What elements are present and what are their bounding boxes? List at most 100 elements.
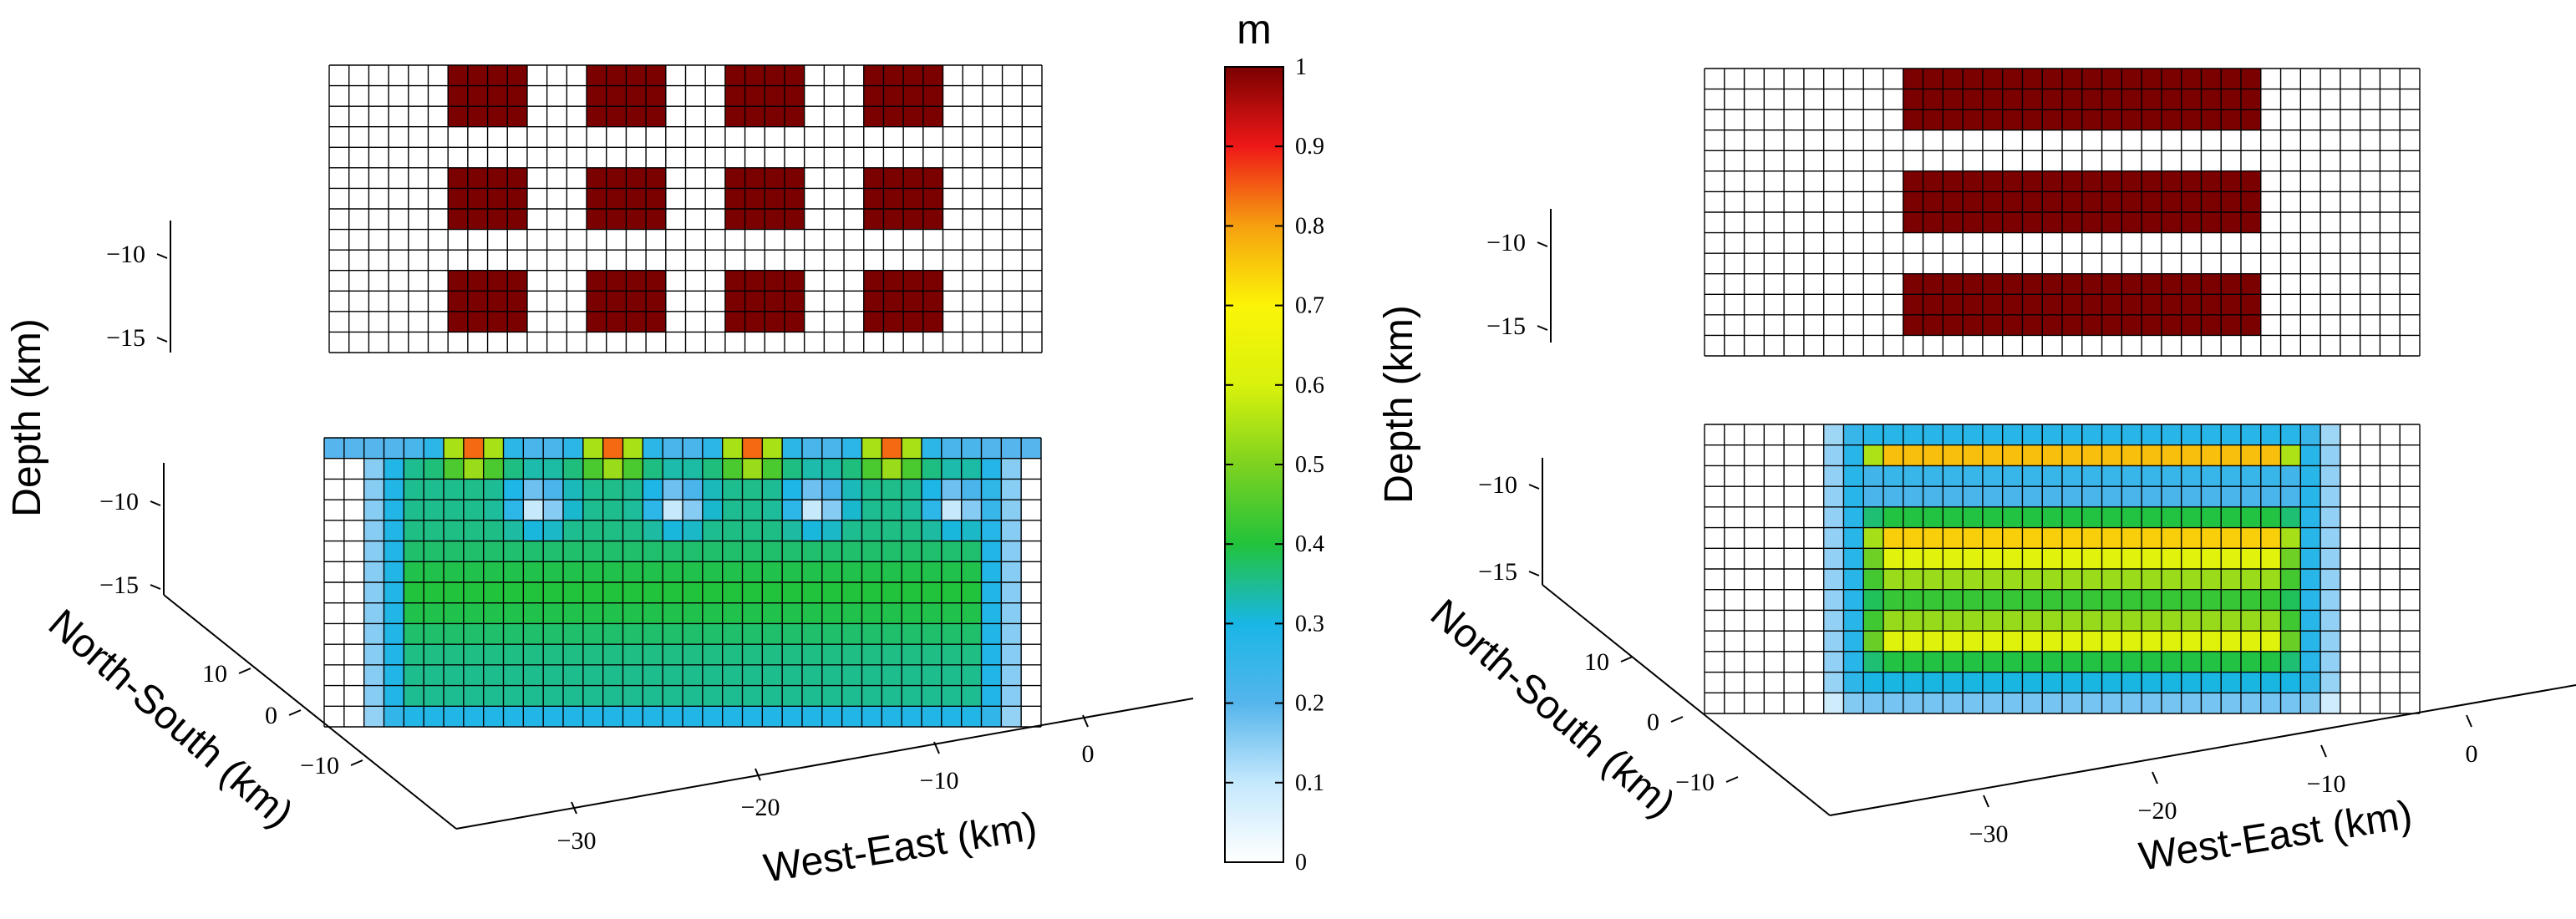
recovered-model-cell — [2022, 424, 2043, 446]
north-south-tick-mark — [1670, 716, 1684, 723]
recovered-model-cell — [1823, 444, 1844, 466]
recovered-model-cell — [643, 664, 663, 686]
recovered-model-cell — [861, 664, 882, 686]
true-model-cell — [922, 85, 943, 107]
recovered-model-cell — [643, 602, 663, 624]
recovered-model-cell — [742, 664, 763, 686]
true-model-cell — [784, 291, 805, 312]
recovered-model-cell — [702, 500, 723, 521]
recovered-model-cell — [2121, 486, 2142, 508]
true-model-cell — [467, 311, 488, 333]
recovered-model-cell — [1943, 569, 1964, 591]
recovered-model-cell — [2042, 589, 2063, 611]
true-model-cell — [2241, 69, 2262, 89]
recovered-model-cell — [702, 623, 723, 645]
recovered-model-cell — [602, 438, 623, 460]
recovered-model-cell — [503, 561, 524, 583]
true-model-cell — [646, 311, 667, 333]
recovered-model-cell — [742, 582, 763, 604]
north-south-tick-mark — [350, 759, 363, 766]
colorbar: m 0 0.1 0.2 0.3 0.4 0.5 0.6 0.7 0.8 0.9 1 — [1224, 6, 1324, 876]
recovered-model-cell — [1923, 424, 1943, 446]
recovered-model-cell — [2241, 506, 2262, 528]
true-model-cell — [2022, 109, 2043, 131]
true-model-cell — [1923, 89, 1943, 110]
recovered-model-cell — [663, 664, 683, 686]
true-model-cell — [2201, 170, 2222, 192]
recovered-model-cell — [444, 582, 465, 604]
recovered-model-cell — [961, 500, 982, 521]
depth-tick-label: −10 — [1486, 229, 1526, 256]
depth-tick-label: −10 — [106, 241, 145, 268]
recovered-model-cell — [683, 644, 704, 666]
recovered-model-cell — [722, 582, 743, 604]
recovered-model-cell — [444, 685, 465, 707]
recovered-model-cell — [2121, 610, 2142, 632]
recovered-model-cell — [2101, 424, 2122, 446]
true-model-cell — [606, 167, 627, 189]
recovered-model-cell — [2300, 672, 2321, 693]
recovered-model-cell — [981, 458, 1002, 480]
recovered-model-cell — [2280, 465, 2301, 487]
recovered-model-cell — [543, 541, 564, 562]
recovered-model-cell — [1903, 693, 1923, 714]
true-model-cell — [2042, 109, 2063, 131]
recovered-model-cell — [922, 706, 943, 728]
true-model-cell — [883, 291, 904, 312]
recovered-model-cell — [663, 685, 683, 707]
true-model-cell — [1963, 273, 1984, 295]
recovered-model-cell — [1843, 506, 1864, 528]
recovered-model-cell — [1963, 506, 1984, 528]
recovered-model-cell — [2280, 672, 2301, 693]
true-model-cell — [448, 85, 469, 107]
true-model-cell — [1903, 273, 1923, 295]
true-model-cell — [1982, 191, 2003, 213]
recovered-model-cell — [2280, 444, 2301, 466]
recovered-model-cell — [404, 582, 424, 604]
recovered-model-cell — [2320, 610, 2341, 632]
recovered-model-cell — [622, 602, 643, 624]
true-model-cell — [487, 209, 508, 230]
true-model-cell — [2221, 170, 2242, 192]
recovered-model-cell — [643, 458, 663, 480]
recovered-model-cell — [2002, 424, 2023, 446]
recovered-model-cell — [663, 500, 683, 521]
recovered-model-cell — [902, 500, 922, 521]
recovered-model-cell — [861, 541, 882, 562]
recovered-model-cell — [2062, 589, 2083, 611]
recovered-model-cell — [1823, 672, 1844, 693]
recovered-model-cell — [782, 644, 803, 666]
recovered-model-cell — [363, 458, 384, 480]
true-model-cell — [467, 209, 488, 230]
recovered-model-cell — [2062, 610, 2083, 632]
true-model-cell — [2002, 69, 2023, 89]
true-model-cell — [724, 167, 745, 189]
recovered-model-cell — [861, 623, 882, 645]
recovered-model-cell — [2081, 672, 2102, 693]
true-model-cell — [2201, 314, 2222, 336]
recovered-model-cell — [2260, 569, 2281, 591]
recovered-model-cell — [643, 685, 663, 707]
true-model-cell — [2241, 89, 2262, 110]
recovered-model-cell — [2280, 693, 2301, 714]
recovered-model-cell — [2221, 424, 2242, 446]
recovered-model-cell — [2062, 548, 2083, 570]
recovered-model-cell — [2062, 424, 2083, 446]
recovered-model-cell — [2300, 444, 2321, 466]
recovered-model-cell — [941, 582, 962, 604]
recovered-model-cell — [2280, 631, 2301, 652]
true-model-cell — [744, 65, 765, 86]
recovered-model-cell — [424, 602, 445, 624]
colorbar-tick-label: 0.4 — [1295, 531, 1324, 557]
recovered-model-cell — [802, 458, 823, 480]
recovered-model-cell — [2161, 589, 2182, 611]
true-model-cell — [765, 167, 785, 189]
recovered-model-cell — [683, 602, 704, 624]
recovered-model-cell — [2002, 631, 2023, 652]
true-model-cell — [2022, 212, 2043, 233]
recovered-model-cell — [2280, 527, 2301, 549]
recovered-model-cell — [961, 664, 982, 686]
recovered-model-cell — [1982, 444, 2003, 466]
true-model-cell — [922, 291, 943, 312]
recovered-model-cell — [1963, 548, 1984, 570]
